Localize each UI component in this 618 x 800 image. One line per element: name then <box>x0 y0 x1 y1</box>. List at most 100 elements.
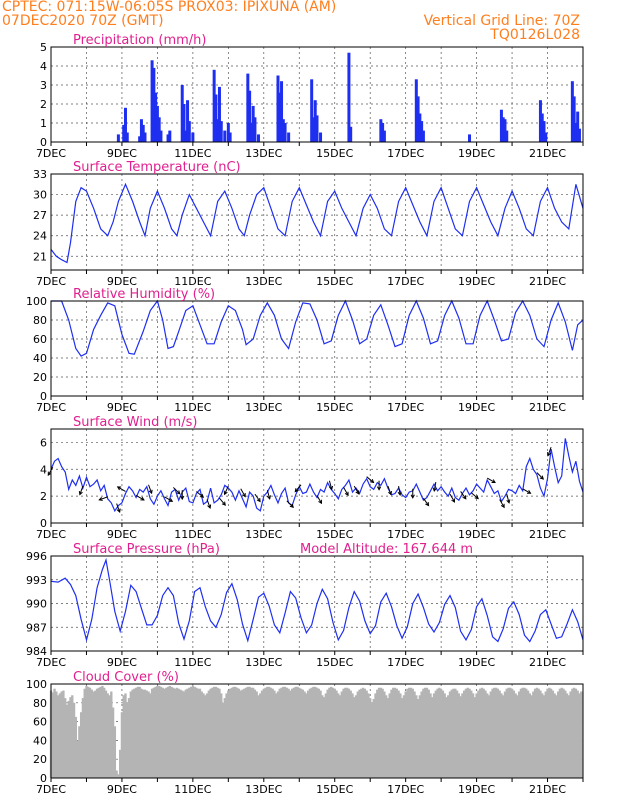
cloud-bar <box>287 688 290 778</box>
cloud-bar <box>76 740 79 778</box>
y-tick-label: 984 <box>26 645 47 658</box>
panel-frame <box>50 173 584 271</box>
wind-arrow <box>506 494 511 504</box>
cloud-bar <box>397 690 400 778</box>
cloud-bar <box>220 693 223 778</box>
wind-arrow-head <box>491 479 496 484</box>
cloud-bar <box>163 688 166 778</box>
cloud-bar <box>344 687 347 778</box>
cloud-bar <box>259 693 262 778</box>
y-tick-label: 2 <box>40 490 47 503</box>
wind-arrow <box>266 489 271 500</box>
wind-arrow-head <box>223 490 228 496</box>
precip-bar <box>217 86 221 142</box>
precip-bar <box>382 130 386 142</box>
x-tick-label: 11DEC <box>174 401 211 414</box>
cloud-bar <box>198 688 202 778</box>
wind-arrow-head <box>451 498 456 503</box>
cloud-bar <box>108 695 111 778</box>
wind-arrow-head <box>388 491 393 496</box>
precip-bar <box>280 81 284 142</box>
cloud-bar <box>177 688 180 778</box>
cloud-bar <box>425 687 429 778</box>
x-tick-label: 7DEC <box>36 401 66 414</box>
x-tick-label: 9DEC <box>107 147 137 160</box>
cloud-bar <box>471 693 475 778</box>
wind-arrow-head <box>256 497 261 503</box>
precip-bar <box>212 69 216 142</box>
cloud-bar <box>211 687 214 778</box>
x-tick-label: 9DEC <box>107 401 137 414</box>
y-tick-label: 5 <box>40 41 47 54</box>
cloud-bar <box>530 695 533 778</box>
cloud-bar <box>569 691 572 778</box>
wind-arrow-shaft <box>254 493 261 502</box>
wind-arrow-head <box>116 486 122 491</box>
cloud-bar <box>145 690 148 778</box>
y-tick-label: 0 <box>40 772 47 785</box>
cloud-bar <box>53 688 56 778</box>
precip-bar <box>416 96 420 142</box>
cloud-bar <box>209 688 212 778</box>
precip-bar <box>125 132 129 142</box>
cloud-bar <box>200 691 203 778</box>
cloud-bar <box>113 726 117 778</box>
wind-arrow-shaft <box>343 487 349 496</box>
y-tick-label: 40 <box>33 352 47 365</box>
cloud-bar <box>328 687 331 778</box>
cloud-bar <box>564 690 567 778</box>
cloud-bar <box>94 690 97 778</box>
cloud-bar <box>578 693 581 778</box>
cloud-bar <box>436 688 439 778</box>
cloud-bar <box>246 686 250 778</box>
cloud-bar <box>487 695 491 778</box>
cloud-bar <box>322 697 326 778</box>
cloud-bar <box>280 687 283 778</box>
precip-bar <box>152 67 156 142</box>
cloud-bar <box>296 686 299 778</box>
cloud-bar <box>448 691 452 778</box>
cloud-bar <box>156 685 159 778</box>
series-line <box>51 299 584 357</box>
cloud-bar <box>539 690 542 778</box>
precip-bar <box>256 134 260 142</box>
wind-arrow <box>353 485 360 495</box>
cloud-bar <box>533 688 537 778</box>
precip-bar <box>216 119 220 142</box>
cloud-bar <box>81 698 85 778</box>
precip-bar <box>570 81 574 142</box>
x-tick-label: 13DEC <box>245 783 282 796</box>
cloud-bar <box>411 688 414 778</box>
cloud-bar <box>64 698 67 778</box>
cloud-bar <box>438 687 441 778</box>
cloud-bar <box>500 693 503 778</box>
wind-arrow <box>196 491 205 498</box>
cloud-bar <box>480 687 484 778</box>
cloud-bar <box>184 689 187 778</box>
precip-bar <box>123 107 127 142</box>
cloud-bar <box>377 687 381 778</box>
y-tick-label: 40 <box>33 734 47 747</box>
y-tick-label: 0 <box>40 517 47 530</box>
y-tick-label: 27 <box>33 209 47 222</box>
x-tick-label: 17DEC <box>387 528 424 541</box>
cloud-bar <box>71 695 74 778</box>
cloud-bar <box>253 689 257 778</box>
cloud-bar <box>207 690 211 778</box>
cloud-bar <box>134 687 138 778</box>
precip-bar <box>577 128 581 142</box>
cloud-bar <box>299 688 303 778</box>
cloud-bar <box>292 687 296 778</box>
precip-bar <box>248 90 252 142</box>
x-tick-label: 13DEC <box>245 656 282 669</box>
y-tick-label: 996 <box>26 550 47 563</box>
cloud-bar <box>202 693 205 778</box>
cloud-bar <box>60 691 63 778</box>
wind-arrow-shaft <box>422 497 429 506</box>
precip-bar <box>347 52 351 143</box>
cloud-bar <box>103 687 106 778</box>
wind-arrow-shaft <box>135 495 145 501</box>
panel-title: Relative Humidity (%) <box>73 287 215 302</box>
wind-arrow <box>316 495 323 505</box>
cloud-bar <box>133 688 136 778</box>
